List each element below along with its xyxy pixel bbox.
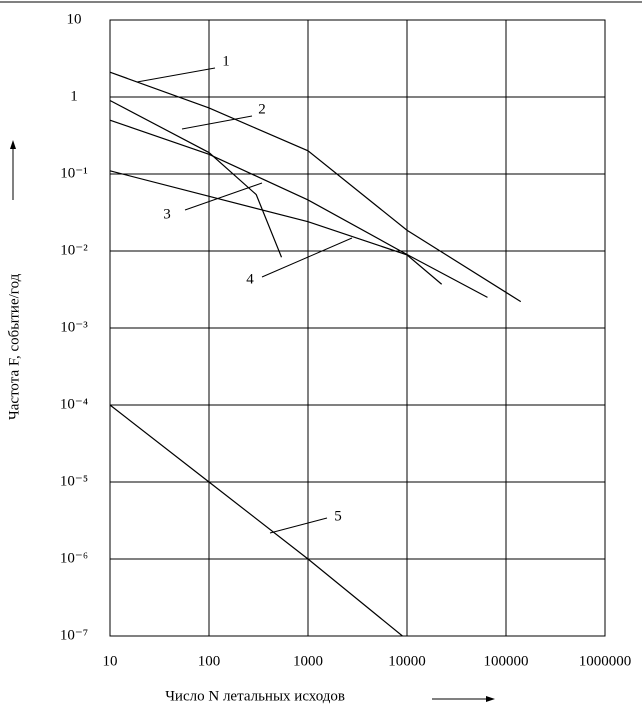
series-line [109, 99, 283, 258]
leader-line [136, 67, 216, 83]
leader-line [181, 115, 253, 130]
y-axis-label: Частота F, событие/год [6, 273, 22, 420]
series-label: 2 [258, 101, 266, 117]
y-tick-label: 10⁻² [60, 242, 88, 258]
x-axis-arrowhead [486, 696, 495, 702]
series-label: 1 [222, 53, 230, 69]
y-tick-label: 10⁻⁶ [60, 550, 88, 566]
leader-line [269, 517, 328, 534]
x-tick-label: 100000 [484, 653, 529, 669]
series-line [109, 404, 403, 637]
x-axis-label: Число N летальных исходов [165, 688, 345, 704]
y-tick-label: 10⁻¹ [60, 165, 87, 181]
y-axis-arrowhead [10, 140, 16, 149]
leader-line [261, 237, 353, 278]
leader-line [184, 182, 263, 211]
x-tick-label: 100 [198, 653, 221, 669]
x-tick-label: 10 [103, 653, 118, 669]
series-line [109, 119, 488, 298]
series-line [109, 170, 443, 285]
y-tick-label: 10 [67, 11, 82, 27]
y-tick-label: 10⁻⁵ [60, 473, 88, 489]
series-line [109, 71, 522, 303]
x-tick-label: 1000 [293, 653, 323, 669]
y-tick-label: 1 [70, 88, 78, 104]
x-tick-label: 10000 [388, 653, 426, 669]
series-label: 4 [246, 271, 254, 287]
y-tick-label: 10⁻³ [60, 319, 88, 335]
series-label: 5 [334, 508, 342, 524]
x-tick-label: 1000000 [579, 653, 632, 669]
y-tick-label: 10⁻⁴ [60, 396, 88, 412]
series-label: 3 [163, 206, 171, 222]
y-tick-label: 10⁻⁷ [60, 627, 88, 643]
